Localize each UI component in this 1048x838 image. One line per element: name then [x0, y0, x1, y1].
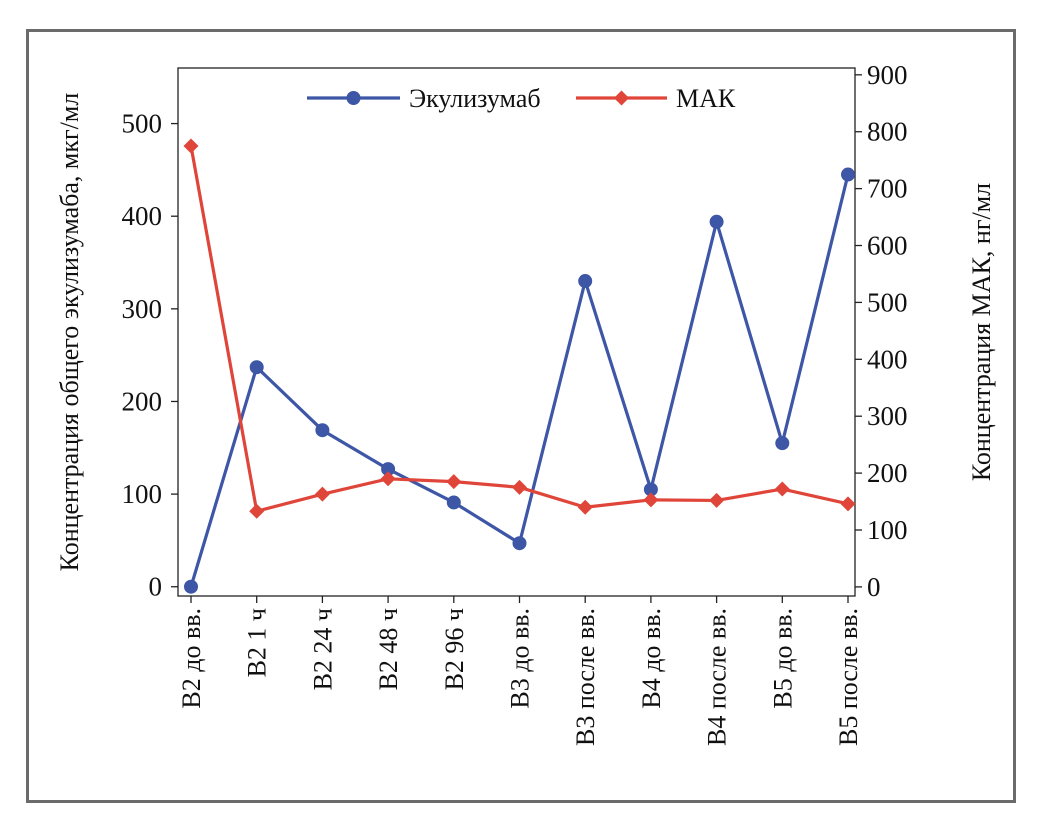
left-axis-label: Концентрация общего экулизумаба, мкг/мл [55, 93, 84, 572]
right-tick-label: 200 [867, 458, 908, 488]
series-eculizumab [184, 167, 855, 594]
left-tick-label: 200 [122, 386, 163, 416]
plot-border [177, 67, 856, 597]
x-tick-label: В2 96 ч [440, 608, 469, 690]
right-tick-label: 600 [867, 231, 908, 261]
data-point-mac [446, 474, 462, 490]
x-tick-label: В4 после вв. [703, 608, 732, 746]
data-point-eculizumab [841, 167, 855, 182]
right-y-axis: 0 100 200 300 400 500 600 700 800 900 [855, 60, 908, 602]
right-tick-label: 0 [867, 572, 881, 602]
series-mac [183, 138, 856, 519]
data-point-mac [643, 492, 659, 508]
data-point-mac [774, 481, 790, 497]
legend: Экулизумаб МАК [307, 84, 736, 113]
data-point-mac [577, 499, 593, 515]
legend-marker-mac [614, 90, 629, 106]
legend-item-eculizumab: Экулизумаб [307, 84, 541, 113]
x-tick-label: В5 до вв. [768, 608, 797, 709]
data-point-mac [512, 479, 527, 495]
right-tick-label: 100 [867, 515, 908, 545]
legend-label-mac: МАК [676, 84, 736, 113]
right-tick-label: 800 [867, 117, 908, 147]
plot-area [177, 67, 856, 597]
data-point-mac [380, 471, 396, 487]
data-point-eculizumab [709, 214, 724, 229]
left-tick-label: 0 [149, 572, 163, 602]
x-tick-label: В2 1 ч [243, 608, 272, 677]
right-tick-label: 900 [867, 60, 908, 90]
legend-item-mac: МАК [576, 84, 736, 113]
x-tick-label: В2 до вв. [177, 608, 206, 709]
right-tick-label: 400 [867, 344, 908, 374]
data-point-eculizumab [446, 495, 461, 510]
left-tick-label: 300 [122, 294, 163, 324]
x-axis: В2 до вв. В2 1 ч В2 24 ч В2 48 ч В2 96 ч В3 д… [177, 596, 863, 746]
data-point-mac [183, 138, 199, 154]
figure-frame [26, 29, 1016, 803]
right-axis-label: Концентрация МАК, нг/мл [967, 183, 996, 481]
series-layer [183, 138, 856, 594]
left-y-axis: 0 100 200 300 400 500 [122, 109, 178, 602]
data-point-eculizumab [775, 436, 790, 451]
left-tick-label: 500 [122, 109, 163, 139]
legend-marker-eculizumab [346, 91, 361, 105]
data-point-mac [709, 492, 725, 508]
left-tick-label: 400 [122, 201, 163, 231]
x-tick-label: В5 после вв. [834, 608, 863, 746]
data-point-eculizumab [249, 360, 264, 375]
x-tick-label: В4 до вв. [637, 608, 666, 709]
x-tick-label: В3 после вв. [571, 608, 600, 746]
legend-label-eculizumab: Экулизумаб [409, 84, 541, 113]
data-point-eculizumab [578, 274, 593, 289]
data-point-mac [249, 503, 265, 519]
data-point-eculizumab [315, 423, 330, 438]
right-tick-label: 500 [867, 287, 908, 317]
data-point-mac [314, 486, 330, 502]
x-tick-label: В3 до вв. [506, 608, 535, 709]
series-line-eculizumab [189, 174, 850, 588]
x-tick-label: В2 24 ч [308, 608, 337, 690]
data-point-eculizumab [512, 536, 527, 551]
left-tick-label: 100 [122, 479, 163, 509]
right-tick-label: 700 [867, 174, 908, 204]
x-tick-label: В2 48 ч [374, 608, 403, 690]
data-point-eculizumab [184, 579, 198, 594]
data-point-mac [840, 496, 856, 512]
right-tick-label: 300 [867, 401, 908, 431]
